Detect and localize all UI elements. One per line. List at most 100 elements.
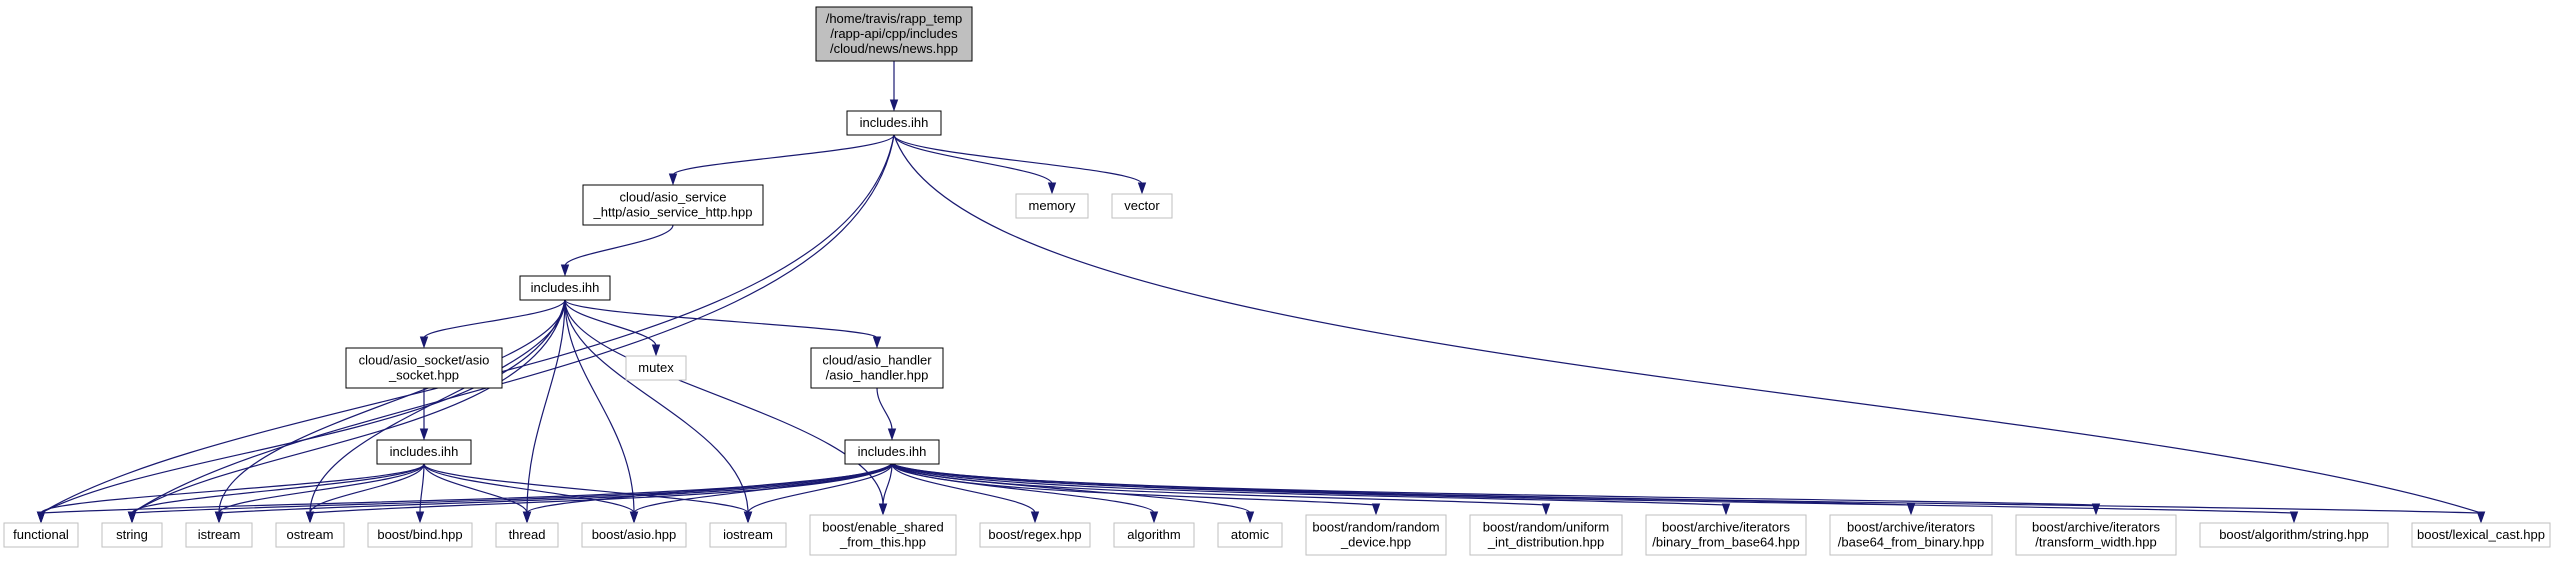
edge-inc1-to-vector bbox=[893, 134, 1147, 195]
node-iostream: iostream bbox=[709, 522, 787, 548]
edge-line bbox=[672, 134, 895, 176]
edge-arrowhead bbox=[2476, 511, 2486, 524]
node-label: _from_this.hpp bbox=[839, 535, 926, 550]
edge-line bbox=[891, 463, 1727, 506]
node-box bbox=[1469, 514, 1623, 556]
edge-inc4-to-random_device bbox=[891, 463, 1381, 516]
node-inc2[interactable]: includes.ihh bbox=[519, 275, 611, 301]
node-label: /transform_width.hpp bbox=[2035, 535, 2156, 550]
node-label: boost/enable_shared bbox=[822, 520, 943, 535]
edge-asio_handler-to-inc4 bbox=[876, 387, 897, 441]
node-label: functional bbox=[13, 527, 69, 542]
edge-arrowhead bbox=[36, 511, 46, 524]
edge-line bbox=[423, 299, 566, 339]
edge-line bbox=[893, 134, 1053, 185]
edge-inc1-to-asio_service bbox=[668, 134, 895, 186]
node-box bbox=[3, 522, 79, 548]
edge-arrowhead bbox=[1245, 511, 1255, 524]
edge-arrowhead bbox=[872, 336, 882, 349]
edge-arrowhead bbox=[2289, 511, 2299, 524]
edge-arrowhead bbox=[878, 503, 888, 516]
node-label: boost/archive/iterators bbox=[2032, 520, 2160, 535]
node-istream: istream bbox=[185, 522, 253, 548]
node-label: boost/bind.hpp bbox=[377, 527, 462, 542]
node-box bbox=[582, 184, 764, 226]
edge-arrowhead bbox=[1541, 503, 1551, 516]
edge-arrowhead bbox=[419, 428, 429, 441]
edge-line bbox=[564, 299, 884, 506]
edge-line bbox=[526, 299, 566, 514]
node-box bbox=[844, 439, 940, 465]
node-asio_handler[interactable]: cloud/asio_handler/asio_handler.hpp bbox=[810, 347, 944, 389]
node-inc1[interactable]: includes.ihh bbox=[846, 110, 942, 136]
node-box bbox=[345, 347, 503, 389]
node-label: string bbox=[116, 527, 148, 542]
edge-line bbox=[747, 463, 893, 514]
edge-line bbox=[526, 463, 893, 514]
node-asio_socket[interactable]: cloud/asio_socket/asio_socket.hpp bbox=[345, 347, 503, 389]
node-label: includes.ihh bbox=[390, 444, 459, 459]
node-label: boost/archive/iterators bbox=[1662, 520, 1790, 535]
edge-inc4-to-boost_asio bbox=[629, 463, 893, 524]
edge-line bbox=[564, 299, 635, 514]
node-label: iostream bbox=[723, 527, 773, 542]
node-root[interactable]: /home/travis/rapp_temp/rapp-api/cpp/incl… bbox=[815, 6, 973, 62]
node-box bbox=[2199, 522, 2389, 548]
node-box bbox=[846, 110, 942, 136]
edge-line bbox=[893, 134, 1143, 185]
edge-asio_socket-to-inc3 bbox=[419, 388, 429, 441]
node-asio_service[interactable]: cloud/asio_service_http/asio_service_htt… bbox=[582, 184, 764, 226]
node-label: vector bbox=[1124, 198, 1160, 213]
edge-line bbox=[131, 299, 566, 514]
node-uniform_int: boost/random/uniform_int_distribution.hp… bbox=[1469, 514, 1623, 556]
node-box bbox=[1305, 514, 1447, 556]
node-label: boost/asio.hpp bbox=[592, 527, 677, 542]
node-box bbox=[810, 347, 944, 389]
node-label: memory bbox=[1029, 198, 1076, 213]
edge-line bbox=[423, 463, 635, 514]
node-label: boost/algorithm/string.hpp bbox=[2219, 527, 2369, 542]
node-random_device: boost/random/random_device.hpp bbox=[1305, 514, 1447, 556]
edge-arrowhead bbox=[1149, 511, 1159, 524]
edge-arrowhead bbox=[560, 264, 570, 277]
edge-line bbox=[40, 134, 895, 514]
node-label: boost/random/uniform bbox=[1483, 520, 1609, 535]
edge-inc2-to-enable_shared bbox=[564, 299, 888, 516]
edge-inc4-to-algo_string bbox=[891, 463, 2299, 524]
edge-inc3-to-iostream bbox=[423, 463, 753, 524]
node-memory: memory bbox=[1015, 193, 1089, 219]
node-box bbox=[809, 514, 957, 556]
edge-line bbox=[891, 463, 1547, 506]
edge-arrowhead bbox=[629, 511, 639, 524]
node-inc4[interactable]: includes.ihh bbox=[844, 439, 940, 465]
edge-line bbox=[131, 463, 893, 514]
node-label: /base64_from_binary.hpp bbox=[1838, 535, 1984, 550]
edge-line bbox=[423, 463, 749, 514]
edge-inc4-to-transform_width bbox=[891, 463, 2101, 516]
edge-line bbox=[419, 463, 425, 514]
edge-line bbox=[131, 134, 895, 514]
edge-inc2-to-functional bbox=[36, 299, 566, 524]
node-label: cloud/asio_service bbox=[620, 190, 727, 205]
node-mutex: mutex bbox=[625, 355, 687, 381]
node-label: algorithm bbox=[1127, 527, 1180, 542]
node-label: _socket.hpp bbox=[388, 368, 459, 383]
node-label: cloud/asio_socket/asio bbox=[359, 353, 490, 368]
node-label: boost/archive/iterators bbox=[1847, 520, 1975, 535]
node-inc3[interactable]: includes.ihh bbox=[376, 439, 472, 465]
node-regex: boost/regex.hpp bbox=[979, 522, 1091, 548]
edge-line bbox=[564, 299, 657, 347]
node-box bbox=[2015, 514, 2177, 556]
node-box bbox=[815, 6, 973, 62]
edge-line bbox=[309, 463, 425, 514]
node-box bbox=[495, 522, 559, 548]
node-label: istream bbox=[198, 527, 241, 542]
edge-line bbox=[40, 299, 566, 514]
edge-inc4-to-thread bbox=[522, 463, 893, 524]
node-base64_from_binary: boost/archive/iterators/base64_from_bina… bbox=[1829, 514, 1993, 556]
edge-inc1-to-lexical_cast bbox=[893, 134, 2486, 524]
node-box bbox=[1217, 522, 1283, 548]
node-label: /home/travis/rapp_temp bbox=[826, 11, 963, 26]
node-label: _int_distribution.hpp bbox=[1487, 535, 1604, 550]
edge-line bbox=[876, 387, 893, 431]
